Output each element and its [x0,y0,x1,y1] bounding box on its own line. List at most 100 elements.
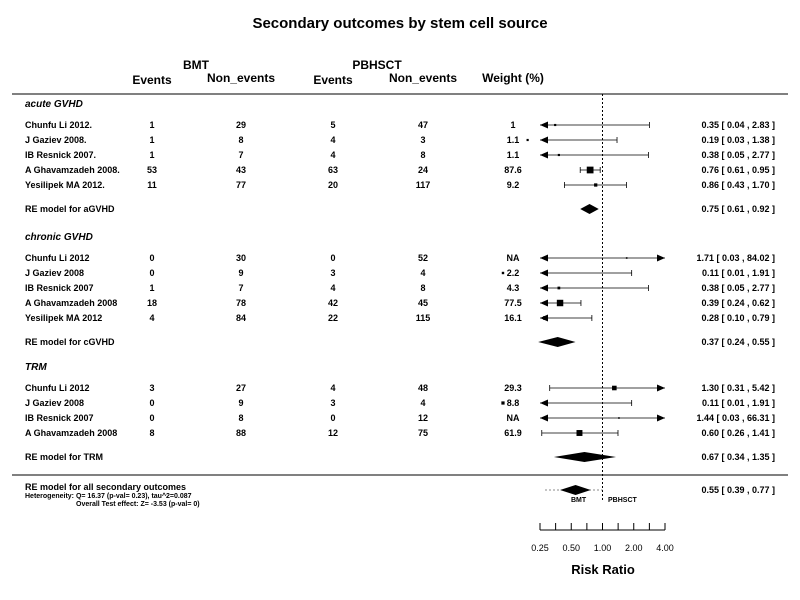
ci-text: 0.39 [ 0.24 , 0.62 ] [701,298,775,308]
point-estimate [501,401,505,405]
ci-arrow-left [540,151,548,159]
weight: 77.5 [504,298,522,308]
bmt-non-events: 78 [236,298,246,308]
weight: 4.3 [507,283,520,293]
bmt-non-events: 29 [236,120,246,130]
bmt-events: 1 [149,120,154,130]
point-estimate [576,430,583,436]
bmt-non-events: 8 [238,413,243,423]
ci-arrow-right [657,384,665,392]
weight: NA [507,253,520,263]
bmt-events: 1 [149,283,154,293]
bmt-non-events: 7 [238,150,243,160]
weight: NA [507,413,520,423]
overall-row: RE model for all secondary outcomesHeter… [25,482,775,508]
test-effect-text: Overall Test effect: Z= -3.53 (p-val= 0) [76,501,200,508]
summary-diamond [580,204,599,214]
bmt-non-events: 9 [238,398,243,408]
bmt-non-events: 43 [236,165,246,175]
bmt-events: 18 [147,298,157,308]
point-estimate [556,299,564,307]
ci-text: 0.28 [ 0.10 , 0.79 ] [701,313,775,323]
ci-text: 0.86 [ 0.43 , 1.70 ] [701,180,775,190]
weight: 29.3 [504,383,522,393]
ci-text: 1.30 [ 0.31 , 5.42 ] [701,383,775,393]
study-row: A Ghavamzadeh 2008 8 88 12 75 61.9 0.60 [ 0.26… [25,428,775,438]
ci-text: 0.76 [ 0.61 , 0.95 ] [701,165,775,175]
pb-events: 4 [330,283,335,293]
study-name: IB Resnick 2007 [25,413,94,423]
pb-non-events: 115 [416,313,431,323]
col-header-bmt-events: Events [132,73,172,87]
bmt-events: 4 [149,313,154,323]
pb-non-events: 75 [418,428,428,438]
study-row: J Gaziev 2008. 1 8 4 3 1.1 0.19 [ 0.03 , 1.38 … [25,135,775,145]
summary-ci-text: 0.67 [ 0.34 , 1.35 ] [701,452,775,462]
summary-label: RE model for TRM [25,452,103,462]
study-name: Chunfu Li 2012. [25,120,92,130]
col-header-pb-events: Events [313,73,353,87]
pb-events: 20 [328,180,338,190]
point-estimate [557,286,561,290]
weight: 1.1 [507,135,520,145]
heterogeneity-text: Heterogeneity: Q= 16.37 (p-val= 0.23), t… [25,492,192,500]
study-name: J Gaziev 2008 [25,268,84,278]
weight: 61.9 [504,428,522,438]
study-name: Chunfu Li 2012 [25,253,90,263]
weight: 16.1 [504,313,522,323]
weight: 1 [510,120,515,130]
pb-non-events: 52 [418,253,428,263]
col-header-weight: Weight (%) [482,71,544,85]
study-row: J Gaziev 2008 0 9 3 4 2.2 0.11 [ 0.01 , 1.91 ] [25,268,775,278]
pb-non-events: 8 [420,150,425,160]
pb-non-events: 4 [420,398,425,408]
ci-arrow-left [540,299,548,307]
study-name: Yesilipek MA 2012. [25,180,105,190]
x-tick-label: 0.50 [562,543,580,553]
pb-events: 12 [328,428,338,438]
bmt-events: 0 [149,253,154,263]
ci-arrow-left [540,269,548,277]
ci-arrow-left [540,414,548,422]
weight: 9.2 [507,180,520,190]
study-row: Yesilipek MA 2012. 11 77 20 117 9.2 0.86 [ 0.4… [25,180,775,190]
summary-diamond [553,452,617,462]
weight: 8.8 [507,398,520,408]
study-row: Chunfu Li 2012. 1 29 5 47 1 0.35 [ 0.04 , 2.83… [25,120,775,130]
ci-arrow-left [540,284,548,292]
pb-events: 4 [330,383,335,393]
study-row: Yesilipek MA 2012 4 84 22 115 16.1 0.28 [ 0.10… [25,313,775,323]
study-row: J Gaziev 2008 0 9 3 4 8.8 0.11 [ 0.01 , 1.91 ] [25,398,775,408]
bmt-non-events: 77 [236,180,246,190]
group-label: acute GVHD [25,99,83,110]
summary-ci-text: 0.37 [ 0.24 , 0.55 ] [701,337,775,347]
ci-text: 0.19 [ 0.03 , 1.38 ] [701,135,775,145]
pb-non-events: 117 [416,180,431,190]
bmt-events: 53 [147,165,157,175]
ci-text: 1.44 [ 0.03 , 66.31 ] [696,413,775,423]
overall-diamond [560,485,591,495]
x-axis-label: Risk Ratio [571,562,635,577]
ci-arrow-left [540,136,548,144]
study-name: J Gaziev 2008 [25,398,84,408]
pb-events: 0 [330,253,335,263]
pb-non-events: 3 [420,135,425,145]
ci-text: 0.38 [ 0.05 , 2.77 ] [701,150,775,160]
point-estimate [612,385,617,391]
summary-row: RE model for TRM 0.67 [ 0.34 , 1.35 ] [25,452,775,462]
summary-diamond [538,337,576,347]
study-name: IB Resnick 2007. [25,150,96,160]
point-estimate [543,316,548,320]
ci-text: 0.60 [ 0.26 , 1.41 ] [701,428,775,438]
pb-non-events: 12 [418,413,428,423]
bmt-events: 0 [149,398,154,408]
bmt-non-events: 8 [238,135,243,145]
point-estimate [594,183,598,187]
pb-non-events: 47 [418,120,428,130]
study-name: Chunfu Li 2012 [25,383,90,393]
bmt-events: 0 [149,413,154,423]
study-row: IB Resnick 2007 1 7 4 8 4.3 0.38 [ 0.05 , 2.77… [25,283,775,293]
pb-events: 42 [328,298,338,308]
